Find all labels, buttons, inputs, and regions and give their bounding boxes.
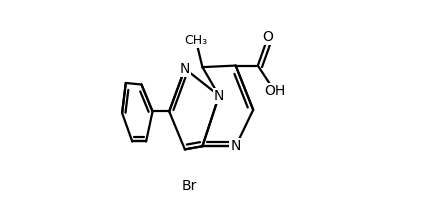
Text: N: N	[213, 89, 224, 103]
Text: O: O	[262, 30, 273, 44]
Text: N: N	[230, 139, 240, 153]
Text: OH: OH	[263, 84, 285, 98]
Text: CH₃: CH₃	[184, 34, 207, 47]
Text: Br: Br	[181, 179, 197, 193]
Text: N: N	[179, 62, 190, 76]
